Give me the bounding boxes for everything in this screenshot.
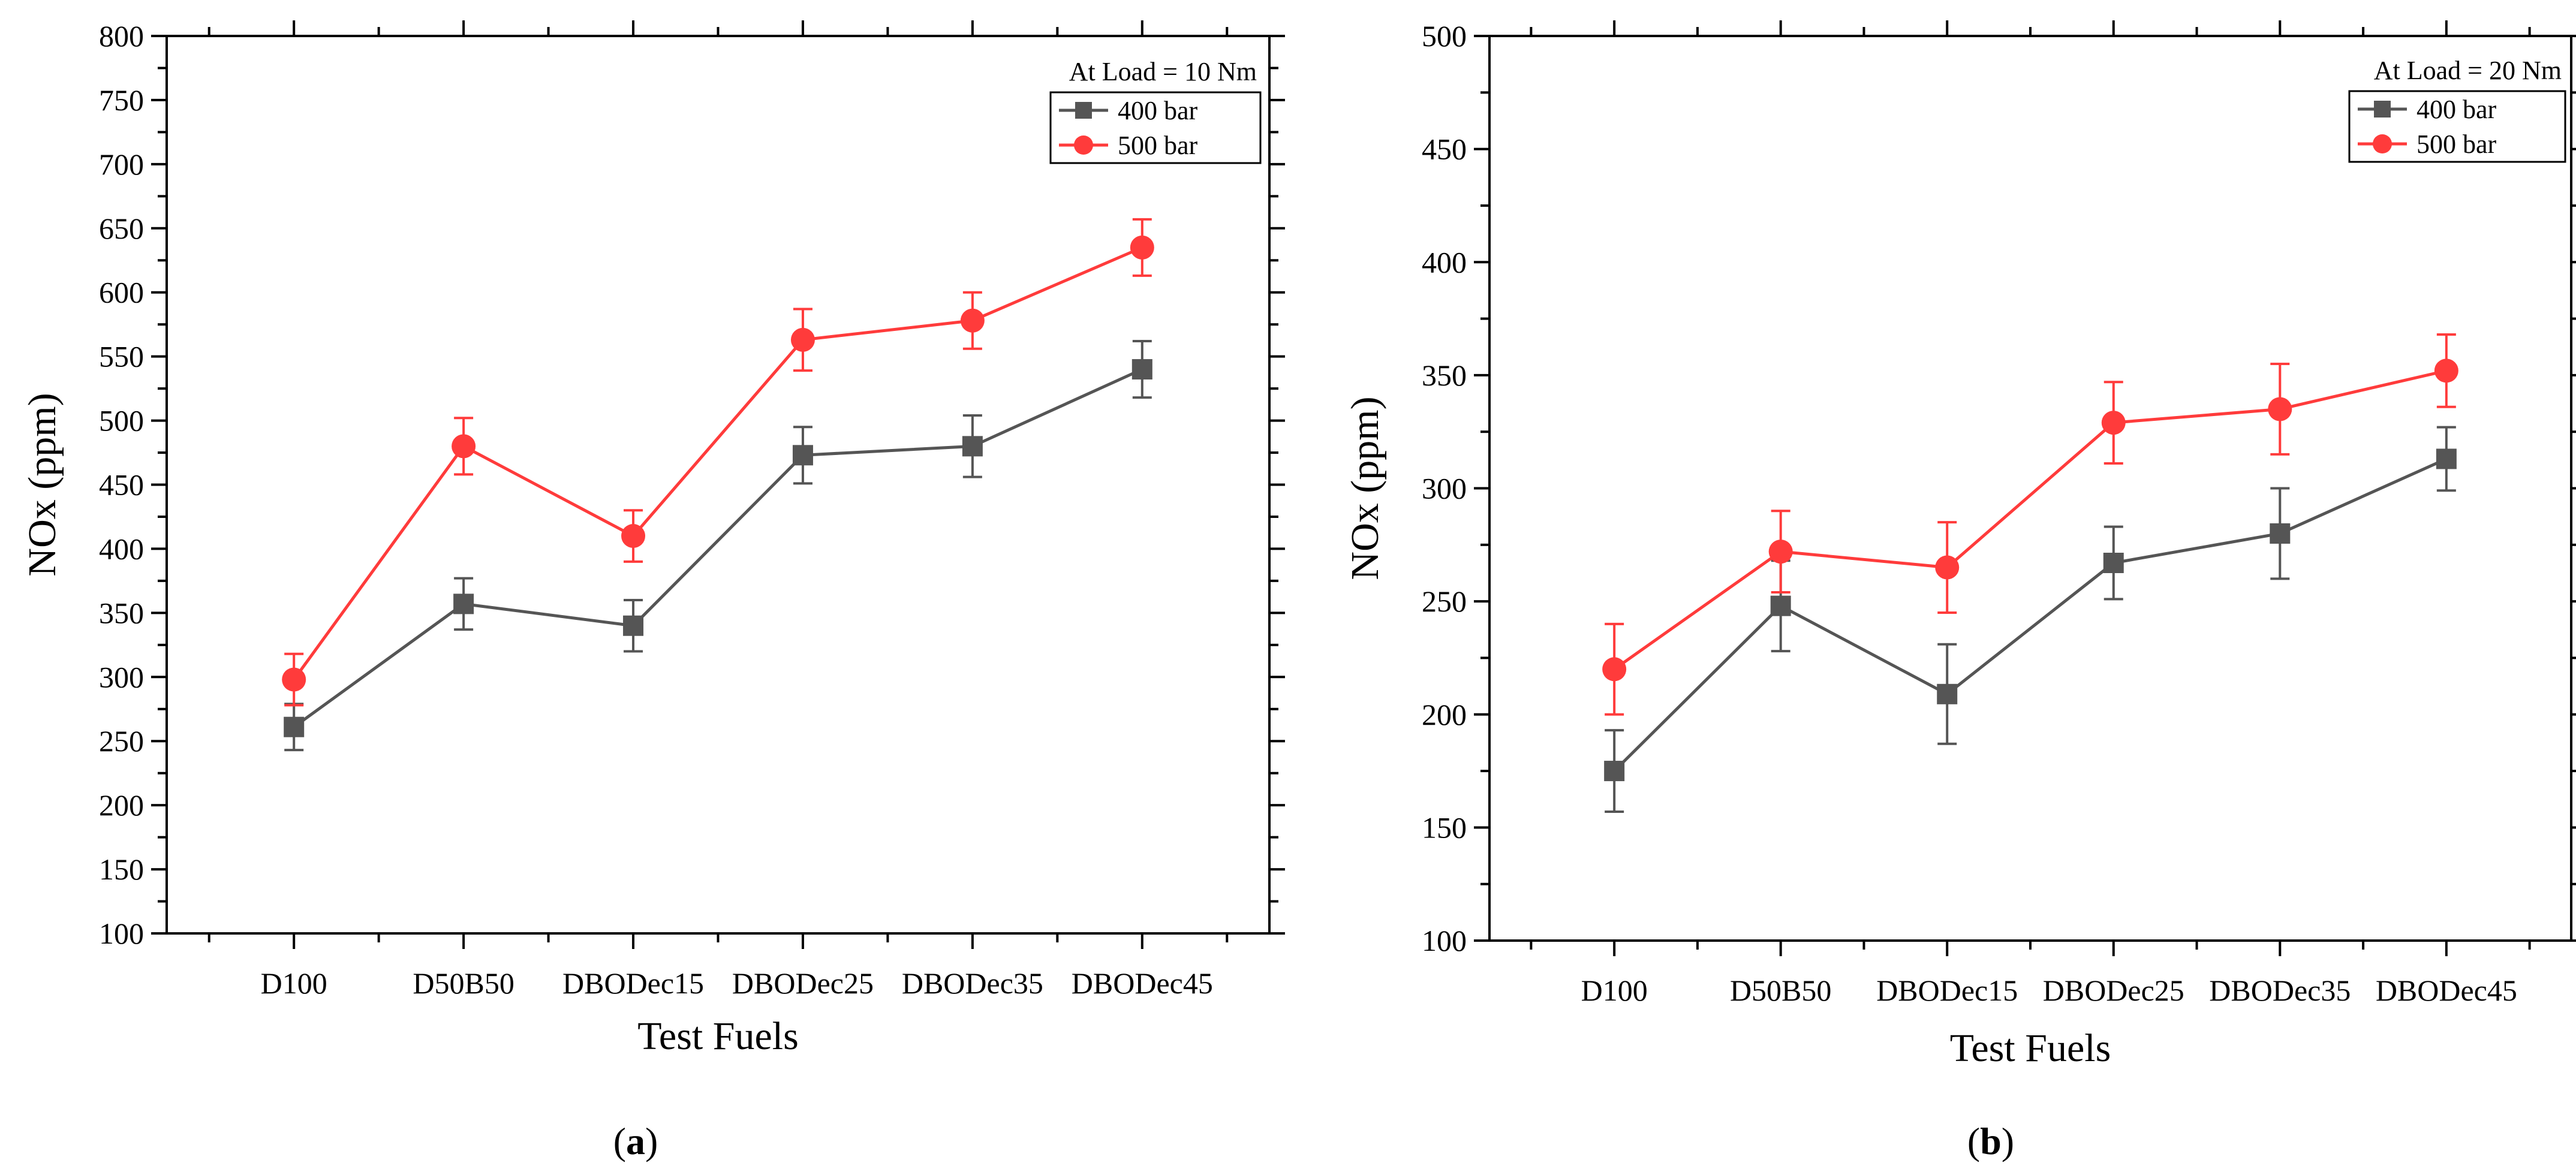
data-point bbox=[1935, 555, 1960, 580]
y-tick-label: 350 bbox=[1422, 358, 1467, 392]
series-400-bar bbox=[1604, 426, 2457, 813]
x-tick-label: DBODec45 bbox=[1072, 966, 1213, 1000]
data-point bbox=[452, 434, 476, 459]
x-tick-label: DBODec15 bbox=[562, 966, 704, 1000]
series-line bbox=[1613, 369, 2447, 671]
data-point bbox=[2434, 358, 2458, 383]
x-tick-label: DBODec45 bbox=[2376, 974, 2517, 1007]
legend-marker bbox=[2373, 134, 2392, 153]
series-line bbox=[293, 367, 1143, 728]
data-point bbox=[2270, 523, 2291, 544]
data-point bbox=[2436, 448, 2457, 469]
data-point bbox=[284, 716, 305, 737]
data-point bbox=[790, 327, 815, 352]
x-tick-label: D50B50 bbox=[413, 966, 514, 1000]
y-tick-label: 400 bbox=[1422, 245, 1467, 279]
y-axis-label: NOx (ppm) bbox=[20, 393, 64, 576]
y-tick-label: 600 bbox=[99, 276, 144, 309]
data-point bbox=[1131, 359, 1152, 380]
legend-label: 400 bar bbox=[1118, 96, 1198, 125]
x-tick-label: D100 bbox=[1581, 974, 1648, 1007]
data-point bbox=[2268, 397, 2292, 421]
y-tick-label: 450 bbox=[1422, 132, 1467, 166]
y-tick-label: 200 bbox=[99, 788, 144, 822]
y-tick-label: 300 bbox=[99, 660, 144, 694]
data-point bbox=[453, 593, 474, 614]
y-tick-label: 200 bbox=[1422, 698, 1467, 731]
chart-a: 100 150 200 250 300 350 400 450 500 550 600 650 700 7… bbox=[20, 19, 1285, 1162]
panel-label: (a) bbox=[613, 1120, 658, 1162]
panel-letter: a bbox=[626, 1120, 645, 1162]
series-line bbox=[293, 246, 1143, 681]
x-tick-label: DBODec35 bbox=[2209, 974, 2351, 1007]
series-line bbox=[1613, 457, 2447, 772]
y-tick-label: 500 bbox=[99, 404, 144, 438]
data-point bbox=[1602, 657, 1627, 682]
x-tick-label: DBODec35 bbox=[902, 966, 1043, 1000]
y-tick-label: 100 bbox=[1422, 924, 1467, 957]
legend-marker bbox=[2374, 101, 2391, 117]
panel-label: (b) bbox=[1967, 1120, 2014, 1162]
data-point bbox=[792, 445, 813, 466]
data-point bbox=[1130, 235, 1154, 260]
y-tick-label: 550 bbox=[99, 340, 144, 373]
plot-frame bbox=[1488, 35, 2572, 942]
y-tick-label: 150 bbox=[1422, 811, 1467, 844]
data-point bbox=[621, 524, 646, 549]
x-tick-label: D50B50 bbox=[1730, 974, 1831, 1007]
data-point bbox=[282, 667, 306, 692]
legend-label: 500 bar bbox=[2416, 129, 2497, 159]
legend-title: At Load = 20 Nm bbox=[2374, 56, 2562, 85]
data-point bbox=[1770, 595, 1791, 616]
x-axis-label: Test Fuels bbox=[637, 1014, 799, 1058]
x-tick-label: DBODec25 bbox=[732, 966, 874, 1000]
data-point bbox=[962, 436, 983, 457]
y-tick-label: 500 bbox=[1422, 19, 1467, 53]
y-tick-label: 250 bbox=[1422, 584, 1467, 618]
data-point bbox=[1768, 540, 1793, 564]
x-axis-label: Test Fuels bbox=[1950, 1026, 2111, 1070]
y-tick-label: 250 bbox=[99, 724, 144, 758]
y-tick-label: 700 bbox=[99, 147, 144, 181]
series-500-bar bbox=[282, 218, 1154, 707]
data-point bbox=[1604, 761, 1625, 782]
data-point bbox=[1937, 683, 1958, 704]
y-tick-label: 650 bbox=[99, 212, 144, 245]
legend-label: 400 bar bbox=[2416, 95, 2497, 124]
panel-letter: b bbox=[1980, 1120, 2002, 1162]
legend-title: At Load = 10 Nm bbox=[1069, 57, 1257, 86]
legend-marker bbox=[1075, 102, 1092, 119]
y-tick-label: 750 bbox=[99, 83, 144, 117]
x-tick-label: DBODec15 bbox=[1876, 974, 2018, 1007]
y-tick-label: 800 bbox=[99, 19, 144, 53]
y-tick-label: 400 bbox=[99, 532, 144, 565]
series-500-bar bbox=[1602, 333, 2458, 716]
x-tick-label: DBODec25 bbox=[2043, 974, 2184, 1007]
y-tick-label: 100 bbox=[99, 917, 144, 950]
y-tick-label: 150 bbox=[99, 852, 144, 886]
data-point bbox=[623, 615, 644, 636]
chart-b: 100 150 200 250 300 350 400 450 500 D100 D50B50 DBO… bbox=[1343, 19, 2576, 1162]
data-point bbox=[2101, 411, 2126, 435]
plot-frame bbox=[165, 35, 1271, 935]
y-axis-label: NOx (ppm) bbox=[1343, 396, 1387, 580]
series-400-bar bbox=[284, 339, 1152, 752]
data-point bbox=[2103, 552, 2124, 573]
x-tick-label: D100 bbox=[261, 966, 327, 1000]
y-tick-label: 300 bbox=[1422, 472, 1467, 505]
y-tick-label: 350 bbox=[99, 596, 144, 629]
data-point bbox=[960, 308, 985, 333]
y-tick-label: 450 bbox=[99, 468, 144, 502]
legend-label: 500 bar bbox=[1118, 131, 1198, 160]
legend-marker bbox=[1074, 135, 1093, 155]
